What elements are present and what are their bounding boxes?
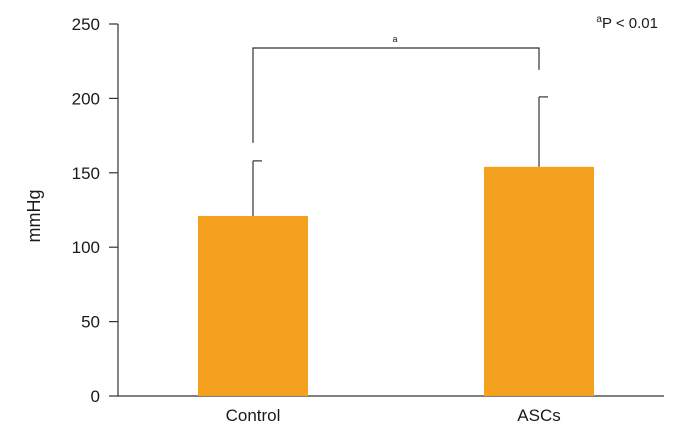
p-value-note: aP < 0.01 (596, 14, 658, 32)
significance-bracket: a (252, 34, 540, 143)
error-bars (252, 96, 548, 216)
y-tick-label: 0 (91, 387, 100, 406)
bars (198, 166, 594, 396)
category-label: Control (226, 406, 281, 425)
bar-ascs (484, 166, 594, 396)
significance-marker: a (392, 34, 397, 44)
bar-control (198, 215, 308, 396)
y-tick-label: 250 (72, 15, 100, 34)
category-labels: Control ASCs (226, 406, 561, 425)
y-axis-label: mmHg (24, 190, 44, 243)
p-value-note-text: P < 0.01 (602, 15, 658, 32)
bracket-line (252, 47, 540, 143)
y-tick-label: 200 (72, 89, 100, 108)
y-tick-label: 50 (81, 313, 100, 332)
y-tick-label: 150 (72, 164, 100, 183)
p-value-note-marker: a (596, 14, 602, 25)
category-label: ASCs (517, 406, 560, 425)
y-tick-label: 100 (72, 238, 100, 257)
y-ticks: 0 50 100 150 200 250 (72, 15, 118, 406)
